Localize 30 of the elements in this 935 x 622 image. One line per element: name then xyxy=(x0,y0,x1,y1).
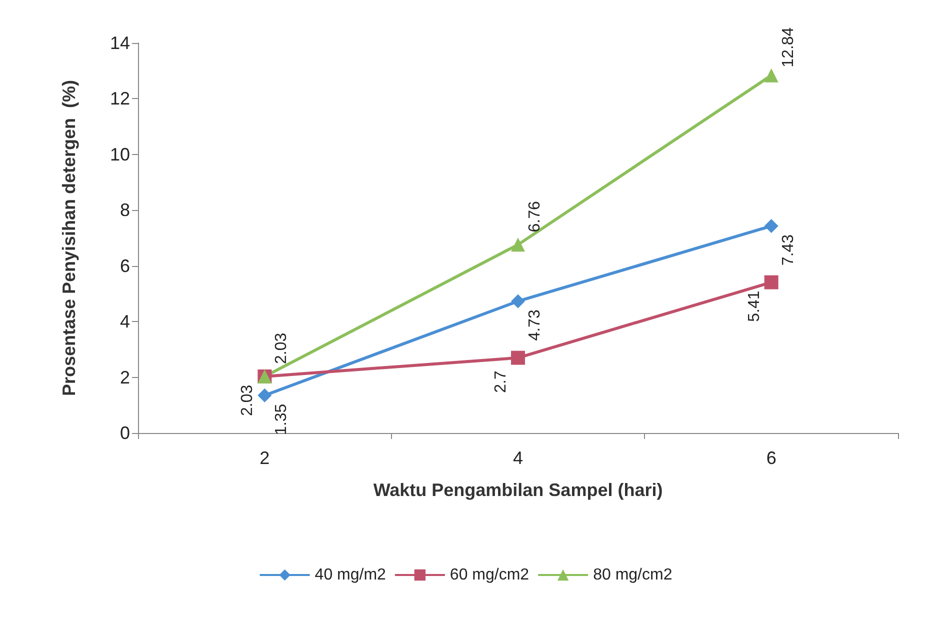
point xyxy=(258,388,272,402)
y-tick-label: 2 xyxy=(120,367,130,388)
y-tick-label: 12 xyxy=(110,88,130,109)
point xyxy=(764,275,778,290)
y-axis-title: Prosentase Penyisihan detergen (%) xyxy=(59,80,79,396)
y-tick-label: 6 xyxy=(120,256,130,276)
data-label: 2.03 xyxy=(239,384,256,416)
data-label: 2.03 xyxy=(273,332,290,364)
legend-label: 40 mg/m2 xyxy=(314,566,386,584)
x-tick-label: 2 xyxy=(260,448,270,468)
x-tick-label: 6 xyxy=(766,448,776,468)
y-tick-label: 10 xyxy=(110,144,130,164)
point xyxy=(511,294,525,308)
legend-label: 80 mg/cm2 xyxy=(593,566,672,584)
data-label: 12.84 xyxy=(780,27,797,68)
y-tick-label: 0 xyxy=(120,423,130,443)
y-tick-label: 8 xyxy=(120,200,130,220)
point xyxy=(511,350,525,365)
y-tick-label: 4 xyxy=(120,312,130,332)
x-axis-title: Waktu Pengambilan Sampel (hari) xyxy=(373,480,663,500)
data-label: 1.35 xyxy=(273,404,290,435)
legend-label: 60 mg/cm2 xyxy=(450,566,530,584)
data-label: 7.43 xyxy=(780,234,797,266)
data-label: 5.41 xyxy=(746,290,763,322)
x-tick-label: 4 xyxy=(512,448,524,468)
data-label: 4.73 xyxy=(526,310,544,341)
data-label: 6.76 xyxy=(526,201,544,232)
y-tick-label: 14 xyxy=(110,33,130,53)
data-label: 2.7 xyxy=(492,370,510,393)
point xyxy=(764,219,778,234)
